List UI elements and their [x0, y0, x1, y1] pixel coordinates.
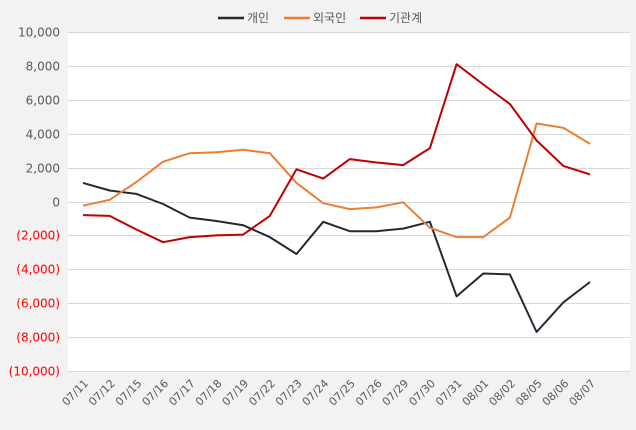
series-line-0 — [82, 181, 591, 333]
x-tick-label: 07/19 — [220, 377, 252, 409]
legend-label: 개인 — [247, 11, 269, 25]
x-tick-label: 07/24 — [300, 377, 332, 409]
y-tick-label: 8,000 — [26, 60, 60, 74]
x-tick-label: 07/12 — [86, 377, 118, 409]
legend-item: 외국인 — [284, 11, 346, 25]
x-tick-label: 08/05 — [513, 377, 545, 409]
y-axis: 10,000 8,000 6,000 4,000 2,000 0 (2,000) (4,000… — [9, 26, 60, 379]
x-tick-label: 07/23 — [273, 377, 305, 409]
series-line-2 — [82, 63, 591, 244]
plot-area — [68, 32, 630, 371]
x-tick-label: 07/15 — [113, 377, 145, 409]
x-tick-label: 08/07 — [567, 377, 599, 409]
legend: 개인 외국인 기관계 — [218, 11, 422, 25]
x-tick-label: 07/29 — [380, 377, 412, 409]
series-lines — [82, 63, 591, 333]
x-tick-label: 07/31 — [433, 377, 465, 409]
x-tick-label: 07/17 — [166, 377, 198, 409]
x-tick-label: 07/11 — [60, 377, 92, 409]
y-tick-label: (4,000) — [16, 263, 60, 277]
x-tick-label: 08/06 — [540, 377, 572, 409]
y-tick-label: (6,000) — [16, 297, 60, 311]
legend-item: 개인 — [218, 11, 269, 25]
y-tick-label: (8,000) — [16, 331, 60, 345]
y-tick-label: 10,000 — [18, 26, 60, 40]
x-tick-label: 07/30 — [406, 377, 438, 409]
legend-label: 외국인 — [313, 11, 346, 25]
legend-item: 기관계 — [360, 11, 422, 25]
x-tick-label: 08/01 — [460, 377, 492, 409]
series-line-1 — [82, 122, 591, 239]
y-tick-label: (2,000) — [16, 229, 60, 243]
x-tick-label: 07/22 — [246, 377, 278, 409]
x-tick-label: 07/16 — [140, 377, 172, 409]
x-tick-label: 07/25 — [326, 377, 358, 409]
y-tick-label: 0 — [52, 196, 60, 210]
y-tick-label: 2,000 — [26, 162, 60, 176]
legend-label: 기관계 — [389, 11, 422, 25]
x-axis: 07/1107/1207/1507/1607/1707/1807/1907/22… — [60, 377, 599, 409]
y-tick-label: (10,000) — [9, 365, 60, 379]
x-tick-label: 07/26 — [353, 377, 385, 409]
x-tick-label: 07/18 — [193, 377, 225, 409]
y-tick-label: 4,000 — [26, 128, 60, 142]
y-tick-label: 6,000 — [26, 94, 60, 108]
x-tick-label: 08/02 — [486, 377, 518, 409]
